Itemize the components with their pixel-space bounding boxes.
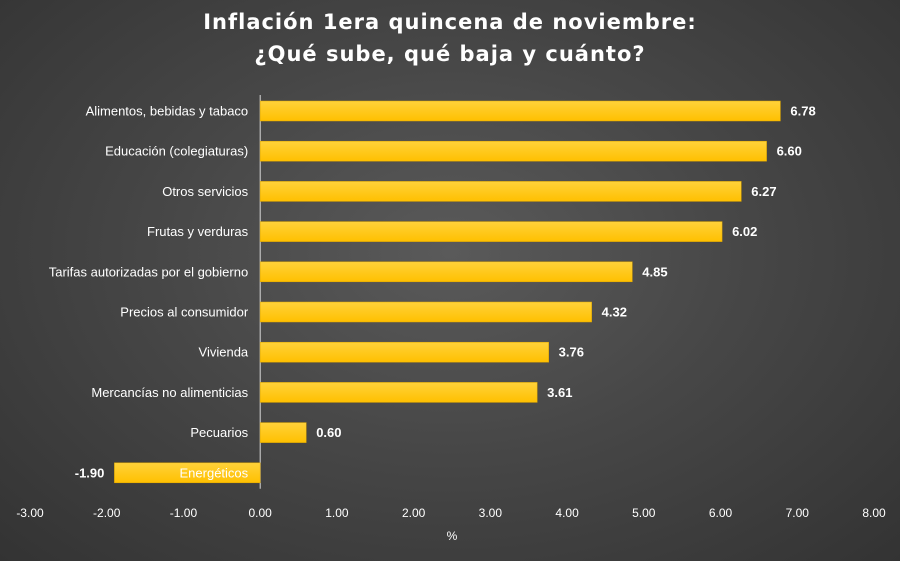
category-label-0: Alimentos, bebidas y tabaco: [86, 104, 249, 119]
category-label-7: Mercancías no alimenticias: [91, 385, 248, 400]
bar-0: [259, 100, 781, 122]
data-label-4: 4.85: [642, 264, 667, 279]
category-label-8: Pecuarios: [190, 425, 248, 440]
bar-3: [259, 221, 723, 242]
x-tick-label-8: 5.00: [632, 506, 656, 520]
x-tick-label-10: 7.00: [786, 506, 810, 520]
category-label-2: Otros servicios: [162, 184, 248, 199]
bar-6: [259, 341, 549, 363]
x-tick-label-9: 6.00: [709, 506, 733, 520]
data-label-8: 0.60: [316, 425, 341, 440]
bar-7: [259, 382, 538, 403]
x-tick-label-1: -2.00: [93, 506, 121, 520]
x-tick-label-4: 1.00: [325, 506, 349, 520]
data-label-9: -1.90: [75, 465, 105, 480]
bar-8: [259, 422, 307, 443]
category-label-1: Educación (colegiaturas): [105, 144, 248, 159]
data-label-5: 4.32: [602, 305, 627, 320]
bar-1: [259, 140, 767, 162]
bar-9: [114, 462, 261, 484]
data-label-7: 3.61: [547, 385, 572, 400]
data-label-0: 6.78: [790, 104, 815, 119]
data-label-1: 6.60: [777, 144, 802, 159]
x-tick-label-3: 0.00: [249, 506, 273, 520]
x-tick-label-0: -3.00: [16, 506, 44, 520]
chart-title-line-2: ¿Qué sube, qué baja y cuánto?: [254, 42, 646, 66]
data-label-3: 6.02: [732, 224, 757, 239]
bar-4: [259, 261, 633, 283]
x-axis-title: %: [447, 529, 458, 543]
x-tick-label-5: 2.00: [402, 506, 426, 520]
category-label-9: Energéticos: [180, 465, 249, 480]
bar-2: [259, 181, 742, 202]
x-tick-label-7: 4.00: [555, 506, 579, 520]
x-tick-label-11: 8.00: [862, 506, 886, 520]
x-tick-label-6: 3.00: [479, 506, 503, 520]
bar-5: [259, 301, 592, 323]
chart-title-line-1: Inflación 1era quincena de noviembre:: [203, 10, 697, 34]
category-label-6: Vivienda: [199, 345, 249, 360]
data-label-2: 6.27: [751, 184, 776, 199]
data-label-6: 3.76: [559, 345, 584, 360]
x-tick-label-2: -1.00: [170, 506, 198, 520]
category-label-3: Frutas y verduras: [147, 224, 249, 239]
category-label-4: Tarifas autorizadas por el gobierno: [49, 264, 248, 279]
category-label-5: Precios al consumidor: [120, 305, 249, 320]
